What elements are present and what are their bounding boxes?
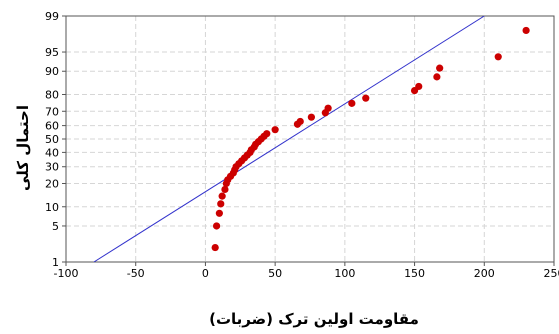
y-tick-label: 70 bbox=[45, 105, 59, 118]
data-point bbox=[271, 126, 279, 134]
y-tick-label: 80 bbox=[45, 89, 59, 102]
y-tick-label: 90 bbox=[45, 65, 59, 78]
x-tick-label: -100 bbox=[54, 267, 79, 280]
data-point bbox=[324, 104, 332, 112]
data-point bbox=[348, 99, 356, 107]
plot-area: -100-50050100150200250151020304050607080… bbox=[45, 10, 559, 280]
y-tick-label: 10 bbox=[45, 201, 59, 214]
x-tick-label: 50 bbox=[268, 267, 282, 280]
data-point bbox=[436, 64, 444, 72]
y-tick-label: 60 bbox=[45, 120, 59, 133]
data-point bbox=[218, 192, 226, 200]
y-tick-label: 20 bbox=[45, 177, 59, 190]
data-point bbox=[362, 94, 370, 102]
x-tick-label: -50 bbox=[127, 267, 145, 280]
data-point bbox=[433, 73, 441, 81]
x-tick-label: 100 bbox=[334, 267, 355, 280]
plot-frame bbox=[65, 15, 555, 263]
x-tick-label: 150 bbox=[404, 267, 425, 280]
y-axis-label: احتمال کلی bbox=[14, 105, 32, 191]
x-tick-label: 200 bbox=[474, 267, 495, 280]
data-point bbox=[307, 113, 315, 121]
y-tick-label: 95 bbox=[45, 46, 59, 59]
data-point bbox=[263, 130, 271, 138]
y-tick-label: 5 bbox=[52, 220, 59, 233]
data-point bbox=[211, 243, 219, 252]
y-tick-label: 30 bbox=[45, 161, 59, 174]
data-point bbox=[415, 82, 423, 91]
data-point bbox=[221, 185, 229, 194]
data-point bbox=[212, 222, 221, 230]
data-point bbox=[494, 53, 502, 61]
data-point bbox=[215, 209, 223, 217]
y-tick-label: 50 bbox=[45, 133, 59, 146]
data-point bbox=[296, 117, 304, 126]
fit-line bbox=[93, 16, 485, 262]
data-point bbox=[522, 26, 530, 35]
y-tick-label: 99 bbox=[45, 10, 59, 23]
y-tick-label: 1 bbox=[52, 256, 59, 269]
y-tick-label: 40 bbox=[45, 146, 59, 159]
data-point bbox=[217, 200, 225, 208]
x-tick-label: 0 bbox=[202, 267, 209, 280]
x-tick-label: 250 bbox=[544, 267, 559, 280]
x-axis-label: مقاومت اولین ترک (ضربات) bbox=[209, 310, 419, 328]
